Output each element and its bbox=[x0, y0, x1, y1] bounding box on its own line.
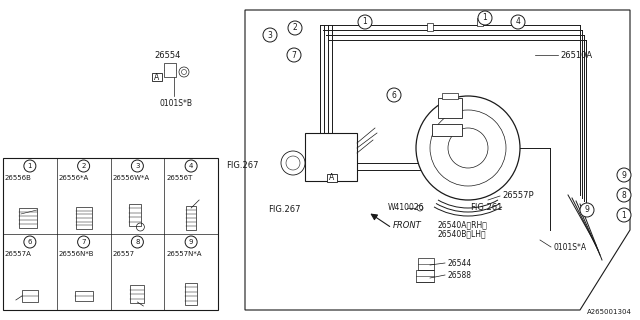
Text: 1: 1 bbox=[28, 163, 32, 169]
Text: 4: 4 bbox=[189, 163, 193, 169]
Circle shape bbox=[263, 28, 277, 42]
Text: 26510A: 26510A bbox=[560, 51, 592, 60]
Bar bbox=[76, 207, 92, 229]
Text: FIG.261: FIG.261 bbox=[470, 204, 502, 212]
Text: 8: 8 bbox=[135, 239, 140, 245]
Circle shape bbox=[617, 208, 631, 222]
Bar bbox=[186, 206, 196, 230]
Bar bbox=[477, 18, 483, 26]
Circle shape bbox=[24, 160, 36, 172]
Text: 0101S*A: 0101S*A bbox=[553, 243, 586, 252]
Text: 26557P: 26557P bbox=[502, 191, 534, 201]
Bar bbox=[427, 23, 433, 31]
Text: 1: 1 bbox=[621, 211, 627, 220]
Circle shape bbox=[478, 11, 492, 25]
Text: A: A bbox=[154, 73, 159, 82]
Text: 26540A〈RH〉: 26540A〈RH〉 bbox=[437, 220, 487, 229]
Text: 7: 7 bbox=[292, 51, 296, 60]
Bar bbox=[19, 208, 37, 228]
Circle shape bbox=[617, 188, 631, 202]
Text: 4: 4 bbox=[516, 18, 520, 27]
Text: FIG.267: FIG.267 bbox=[268, 205, 301, 214]
Circle shape bbox=[131, 160, 143, 172]
Text: 26556W*A: 26556W*A bbox=[113, 175, 150, 181]
Text: 26556*A: 26556*A bbox=[59, 175, 89, 181]
Text: 9: 9 bbox=[189, 239, 193, 245]
Bar bbox=[305, 133, 357, 181]
Text: 26554: 26554 bbox=[155, 52, 181, 60]
Text: 6: 6 bbox=[28, 239, 32, 245]
Text: 26588: 26588 bbox=[447, 270, 471, 279]
Circle shape bbox=[287, 48, 301, 62]
Bar bbox=[164, 63, 176, 77]
Text: A: A bbox=[330, 173, 335, 182]
Bar bbox=[152, 73, 162, 81]
Circle shape bbox=[580, 203, 594, 217]
Text: 26557: 26557 bbox=[113, 251, 134, 257]
Text: 3: 3 bbox=[135, 163, 140, 169]
Text: 26544: 26544 bbox=[447, 259, 471, 268]
Text: 7: 7 bbox=[81, 239, 86, 245]
Circle shape bbox=[24, 236, 36, 248]
Circle shape bbox=[511, 15, 525, 29]
Circle shape bbox=[416, 96, 520, 200]
Circle shape bbox=[617, 168, 631, 182]
Text: 9: 9 bbox=[584, 205, 589, 214]
Bar bbox=[3, 158, 218, 310]
Text: FIG.267: FIG.267 bbox=[226, 161, 259, 170]
Circle shape bbox=[358, 15, 372, 29]
Bar bbox=[438, 98, 462, 118]
Text: 1: 1 bbox=[363, 18, 367, 27]
Text: 26556B: 26556B bbox=[5, 175, 32, 181]
Bar bbox=[418, 258, 434, 270]
Circle shape bbox=[77, 160, 90, 172]
Text: A265001304: A265001304 bbox=[587, 309, 632, 315]
Circle shape bbox=[179, 67, 189, 77]
Text: 26556N*B: 26556N*B bbox=[59, 251, 94, 257]
Circle shape bbox=[281, 151, 305, 175]
Text: 1: 1 bbox=[483, 13, 488, 22]
Bar bbox=[442, 93, 458, 99]
Bar bbox=[185, 283, 197, 305]
Bar bbox=[432, 124, 462, 136]
Bar bbox=[22, 290, 38, 302]
Bar bbox=[416, 270, 434, 282]
Bar bbox=[131, 285, 145, 303]
Bar bbox=[75, 291, 93, 301]
Text: FRONT: FRONT bbox=[393, 221, 422, 230]
Bar bbox=[327, 174, 337, 182]
Text: 0101S*B: 0101S*B bbox=[160, 99, 193, 108]
Bar bbox=[129, 204, 141, 226]
Text: 2: 2 bbox=[292, 23, 298, 33]
Text: 26556T: 26556T bbox=[166, 175, 193, 181]
Text: W410026: W410026 bbox=[388, 204, 424, 212]
Text: 26540B〈LH〉: 26540B〈LH〉 bbox=[437, 229, 486, 238]
Text: 6: 6 bbox=[392, 91, 396, 100]
Circle shape bbox=[387, 88, 401, 102]
Text: 9: 9 bbox=[621, 171, 627, 180]
Circle shape bbox=[185, 160, 197, 172]
Circle shape bbox=[131, 236, 143, 248]
Text: 2: 2 bbox=[81, 163, 86, 169]
Text: 26557N*A: 26557N*A bbox=[166, 251, 202, 257]
Circle shape bbox=[288, 21, 302, 35]
Text: 3: 3 bbox=[268, 30, 273, 39]
Text: 8: 8 bbox=[621, 190, 627, 199]
Circle shape bbox=[185, 236, 197, 248]
Circle shape bbox=[77, 236, 90, 248]
Text: 26557A: 26557A bbox=[5, 251, 32, 257]
